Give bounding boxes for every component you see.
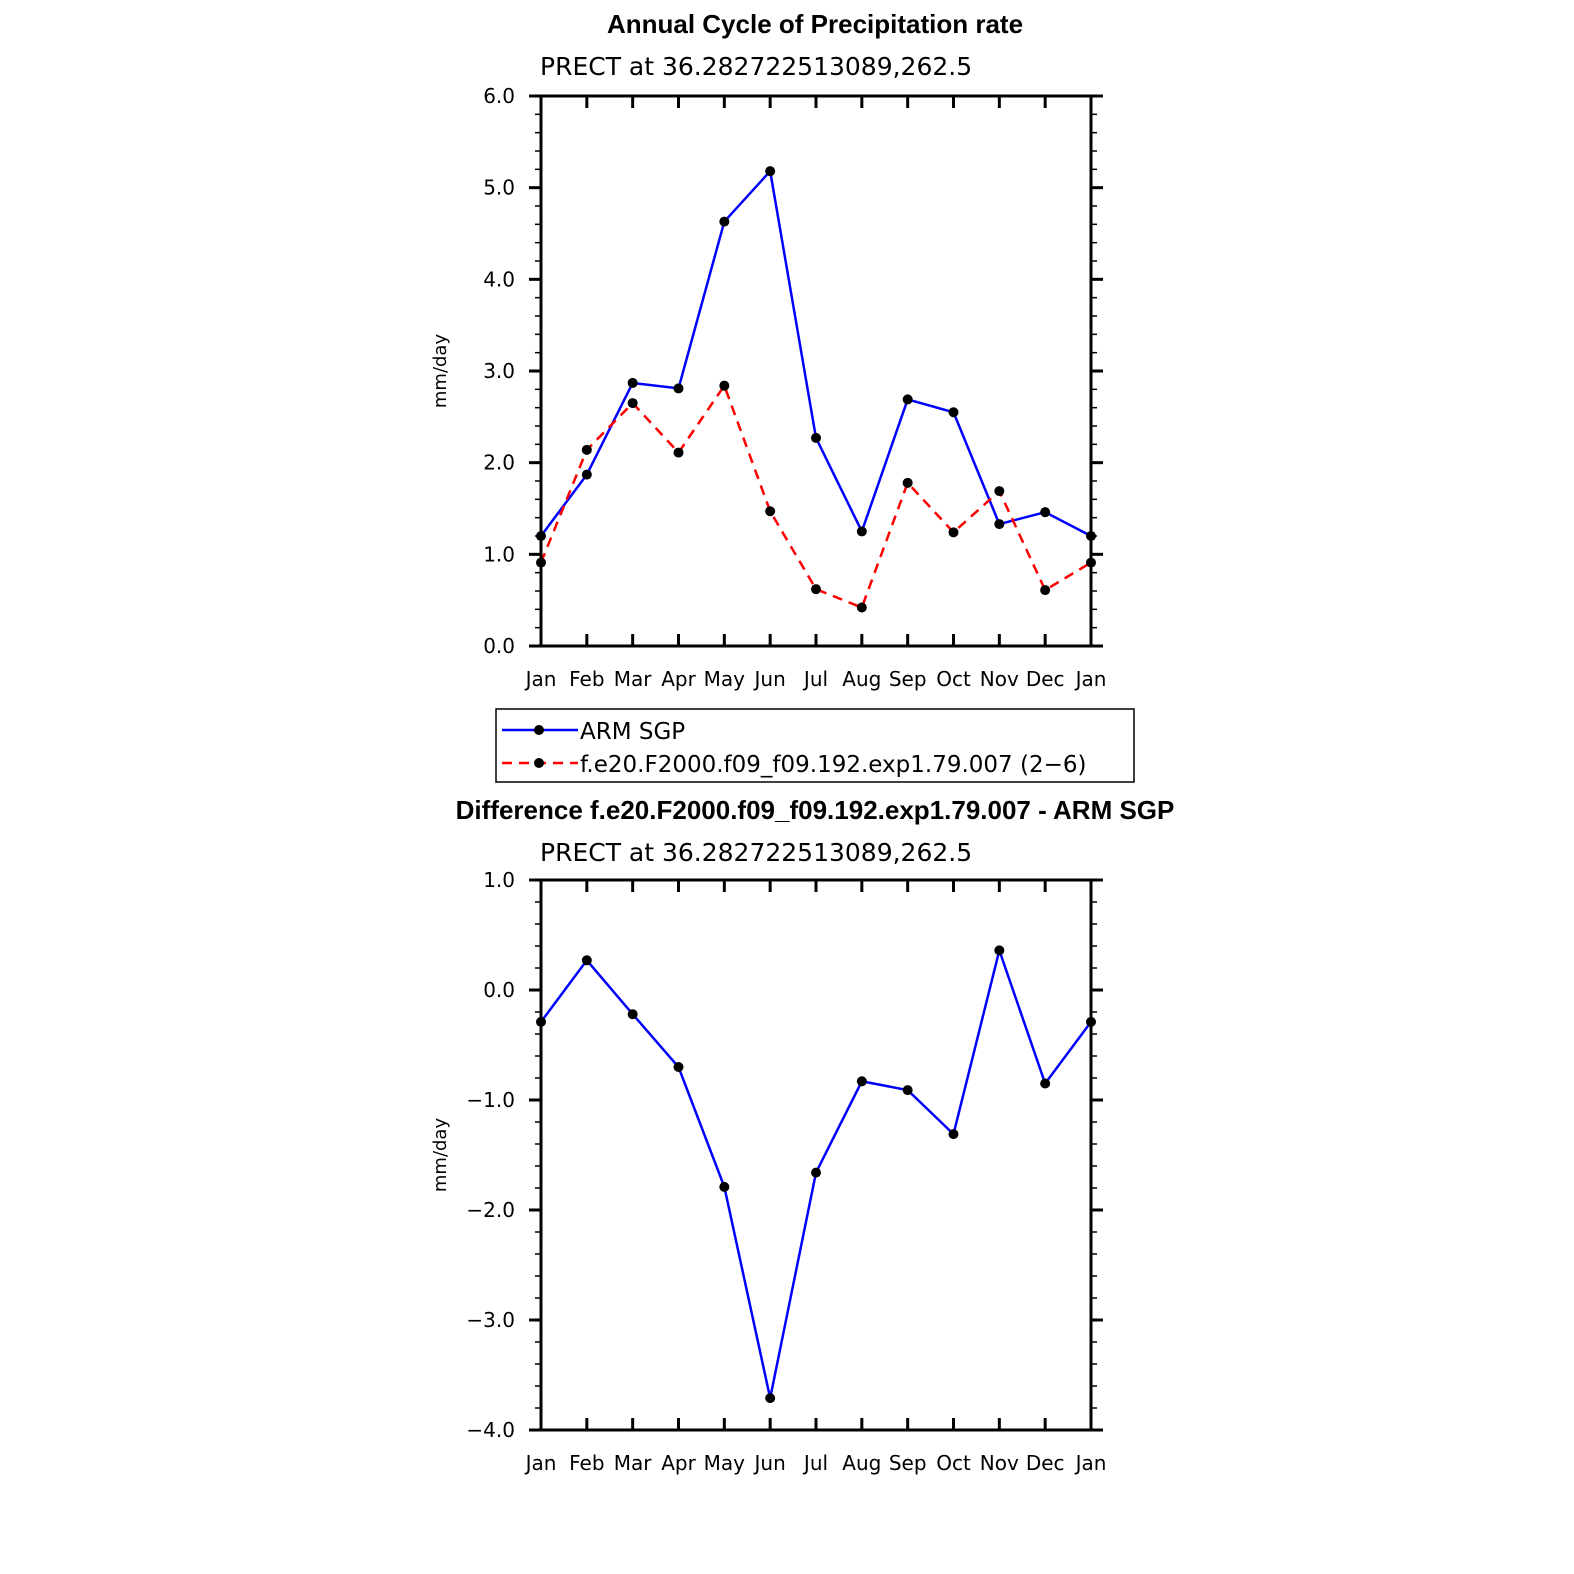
data-point: [948, 407, 959, 418]
y-axis-label: mm/day: [430, 1118, 451, 1193]
legend-label-model: f.e20.F2000.f09_f09.192.exp1.79.007 (2−6…: [580, 752, 1086, 778]
legend-box: [495, 708, 1135, 783]
y-tick-label: 4.0: [483, 267, 515, 291]
x-tick-label: Jun: [753, 667, 786, 691]
chart-annual-cycle: Annual Cycle of Precipitation rate PRECT…: [430, 9, 1106, 691]
chart-title: Difference f.e20.F2000.f09_f09.192.exp1.…: [456, 795, 1175, 825]
axis-ticks: [529, 878, 1103, 1432]
legend: ARM SGP f.e20.F2000.f09_f09.192.exp1.79.…: [495, 708, 1135, 783]
chart-difference: Difference f.e20.F2000.f09_f09.192.exp1.…: [430, 795, 1174, 1475]
x-tick-label: Oct: [936, 1451, 971, 1475]
x-tick-label: Apr: [661, 1451, 696, 1475]
data-point: [948, 527, 959, 538]
data-point: [765, 506, 776, 517]
y-tick-label: −4.0: [466, 1418, 515, 1442]
data-point: [581, 469, 592, 480]
chart-subtitle: PRECT at 36.282722513089,262.5: [540, 52, 972, 81]
y-tick-label: 6.0: [483, 84, 515, 108]
axis-ticks: [529, 94, 1103, 648]
data-point: [719, 1181, 730, 1192]
x-tick-label: Mar: [614, 1451, 653, 1475]
y-tick-label: 2.0: [483, 451, 515, 475]
data-point: [581, 955, 592, 966]
data-point: [902, 477, 913, 488]
x-tick-label: Oct: [936, 667, 971, 691]
x-tick-label: Dec: [1026, 1451, 1065, 1475]
data-point: [994, 945, 1005, 956]
y-tick-label: 3.0: [483, 359, 515, 383]
data-point: [1040, 507, 1051, 518]
y-tick-label: −1.0: [466, 1088, 515, 1112]
data-point: [902, 394, 913, 405]
x-tick-label: Sep: [889, 1451, 927, 1475]
data-point: [856, 602, 867, 613]
plot-series: [536, 945, 1096, 1404]
x-tick-label: Jan: [524, 1451, 557, 1475]
data-point: [581, 444, 592, 455]
legend-label-arm: ARM SGP: [580, 719, 685, 745]
data-point: [673, 447, 684, 458]
x-tick-labels: Jan Feb Mar Apr May Jun Jul Aug Sep Oct Nov Dec Jan: [524, 1451, 1107, 1475]
data-point: [719, 216, 730, 227]
x-tick-label: Jul: [802, 1451, 828, 1475]
plot-frame: [539, 878, 1093, 1432]
data-point: [994, 519, 1005, 530]
y-tick-label: −2.0: [466, 1198, 515, 1222]
x-tick-label: Jul: [802, 667, 828, 691]
x-tick-label: May: [704, 667, 746, 691]
x-tick-label: Nov: [980, 1451, 1019, 1475]
data-point: [856, 526, 867, 537]
x-tick-label: Feb: [569, 667, 604, 691]
x-tick-label: Jan: [524, 667, 557, 691]
data-point: [948, 1129, 959, 1140]
x-tick-label: Aug: [842, 1451, 881, 1475]
y-tick-label: 0.0: [483, 978, 515, 1002]
y-tick-label: 5.0: [483, 176, 515, 200]
y-tick-labels: 0.0 1.0 2.0 3.0 4.0 5.0 6.0: [483, 84, 515, 658]
x-tick-label: Feb: [569, 1451, 604, 1475]
x-tick-labels: Jan Feb Mar Apr May Jun Jul Aug Sep Oct Nov Dec Jan: [524, 667, 1107, 691]
data-point: [627, 377, 638, 388]
x-tick-label: Mar: [614, 667, 653, 691]
data-point: [673, 1062, 684, 1072]
plot-frame: [539, 94, 1093, 648]
x-tick-label: Aug: [842, 667, 881, 691]
data-point: [673, 383, 684, 394]
y-tick-label: 1.0: [483, 868, 515, 892]
series-line: [539, 382, 1092, 610]
y-tick-label: 0.0: [483, 634, 515, 658]
data-point: [1040, 1078, 1051, 1089]
x-tick-label: Jan: [1074, 1451, 1107, 1475]
legend-marker-model: [534, 758, 544, 768]
chart-subtitle: PRECT at 36.282722513089,262.5: [540, 838, 972, 867]
data-point: [902, 1085, 913, 1096]
x-tick-label: Dec: [1026, 667, 1065, 691]
data-point: [719, 380, 730, 391]
data-point: [627, 1009, 638, 1020]
x-tick-label: Apr: [661, 667, 696, 691]
data-point: [765, 166, 776, 177]
x-tick-label: Nov: [980, 667, 1019, 691]
x-tick-label: Jun: [753, 1451, 786, 1475]
data-point: [811, 1167, 821, 1178]
data-point: [1040, 585, 1051, 596]
x-tick-label: Jan: [1074, 667, 1107, 691]
data-point: [627, 398, 638, 409]
y-tick-label: −3.0: [466, 1308, 515, 1332]
data-point: [811, 432, 821, 443]
data-point: [994, 486, 1005, 497]
y-tick-labels: −4.0 −3.0 −2.0 −1.0 0.0 1.0: [466, 868, 515, 1442]
legend-marker-arm: [534, 725, 544, 735]
y-tick-label: 1.0: [483, 542, 515, 566]
series-line: [539, 168, 1092, 538]
x-tick-label: May: [704, 1451, 746, 1475]
data-point: [856, 1076, 867, 1087]
plot-series: [536, 166, 1096, 613]
y-axis-label: mm/day: [430, 334, 451, 409]
chart-title: Annual Cycle of Precipitation rate: [607, 9, 1023, 39]
data-point: [811, 584, 821, 595]
x-tick-label: Sep: [889, 667, 927, 691]
data-point: [765, 1393, 776, 1404]
